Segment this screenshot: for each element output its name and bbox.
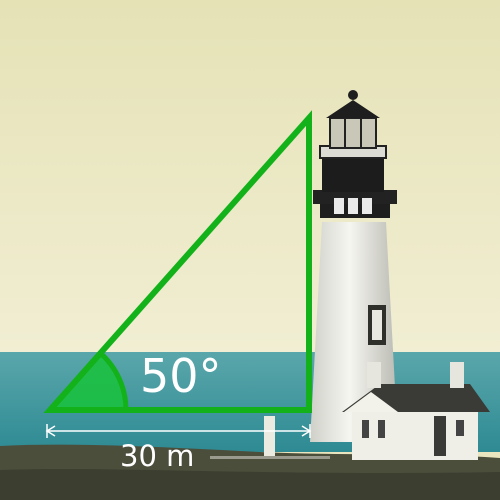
distance-label: 30 m — [120, 439, 194, 473]
ground-shadow — [0, 469, 500, 500]
right-triangle — [43, 110, 312, 413]
fence — [210, 456, 330, 459]
lighthouse-roof — [326, 100, 380, 118]
angle-label: 50° — [140, 349, 222, 403]
angle-sector — [50, 351, 126, 410]
lantern-room — [329, 117, 377, 149]
keepers-house — [342, 362, 490, 460]
marker-post — [264, 416, 275, 456]
sky — [0, 0, 500, 352]
angle-arc — [97, 349, 129, 411]
distance-dimension-line — [45, 424, 312, 438]
